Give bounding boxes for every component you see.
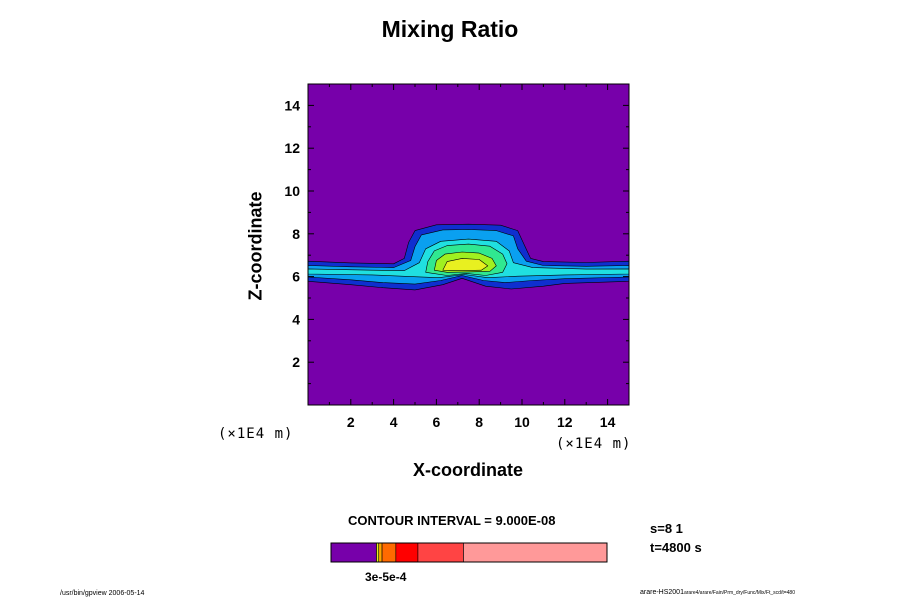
x-tick-label-4: 4	[390, 414, 398, 430]
x-tick-label-12: 12	[557, 414, 573, 430]
colorbar-segment-2	[376, 542, 380, 563]
y-axis-unit: (×1E4 m)	[218, 426, 294, 442]
plot-area	[307, 84, 630, 405]
contour-interval-label: CONTOUR INTERVAL = 9.000E-08	[348, 513, 556, 528]
y-axis-label: Z-coordinate	[245, 191, 266, 301]
y-tick-label-4: 4	[292, 311, 300, 327]
x-tick-label-2: 2	[347, 414, 355, 430]
footer-run-name: arare-HS2001	[640, 589, 684, 596]
colorbar-segment-6	[417, 542, 464, 563]
axes: 2 4 6 8 10 12 14 2 4 6 8 10 12 14	[284, 83, 630, 430]
y-tick-label-12: 12	[284, 140, 300, 156]
y-tick-label-2: 2	[292, 354, 300, 370]
colorbar	[330, 542, 608, 563]
x-tick-label-14: 14	[600, 414, 616, 430]
x-tick-label-10: 10	[514, 414, 530, 430]
chart-title: Mixing Ratio	[381, 16, 519, 42]
x-tick-label-6: 6	[433, 414, 441, 430]
contour-level-6-region-1	[442, 258, 489, 271]
colorbar-segment-1	[330, 542, 377, 563]
plot-frame	[307, 83, 630, 406]
info-s-value: s=8 1	[650, 521, 683, 536]
y-tick-label-6: 6	[292, 269, 300, 285]
y-tick-label-14: 14	[284, 97, 300, 113]
x-axis-label: X-coordinate	[412, 460, 523, 480]
colorbar-segment-4	[381, 542, 397, 563]
x-axis-unit: (×1E4 m)	[556, 436, 632, 452]
colorbar-segment-5	[395, 542, 419, 563]
colorbar-segment-3	[378, 542, 383, 563]
colorbar-label: 3e-5e-4	[365, 570, 407, 584]
x-tick-label-8: 8	[475, 414, 483, 430]
colorbar-frame	[330, 542, 608, 563]
footer-command: /usr/bin/gpview 2006-05-14	[60, 590, 145, 597]
footer-run-path: arare4/arare/Fain/Prm_dry/Func/Mix/Ft_sc…	[683, 590, 795, 596]
colorbar-segment-7	[463, 542, 608, 563]
footer-run-info: arare-HS2001arare4/arare/Fain/Prm_dry/Fu…	[640, 589, 795, 596]
y-tick-label-10: 10	[284, 183, 300, 199]
y-tick-label-8: 8	[292, 226, 300, 242]
info-time-value: t=4800 s	[650, 540, 702, 555]
